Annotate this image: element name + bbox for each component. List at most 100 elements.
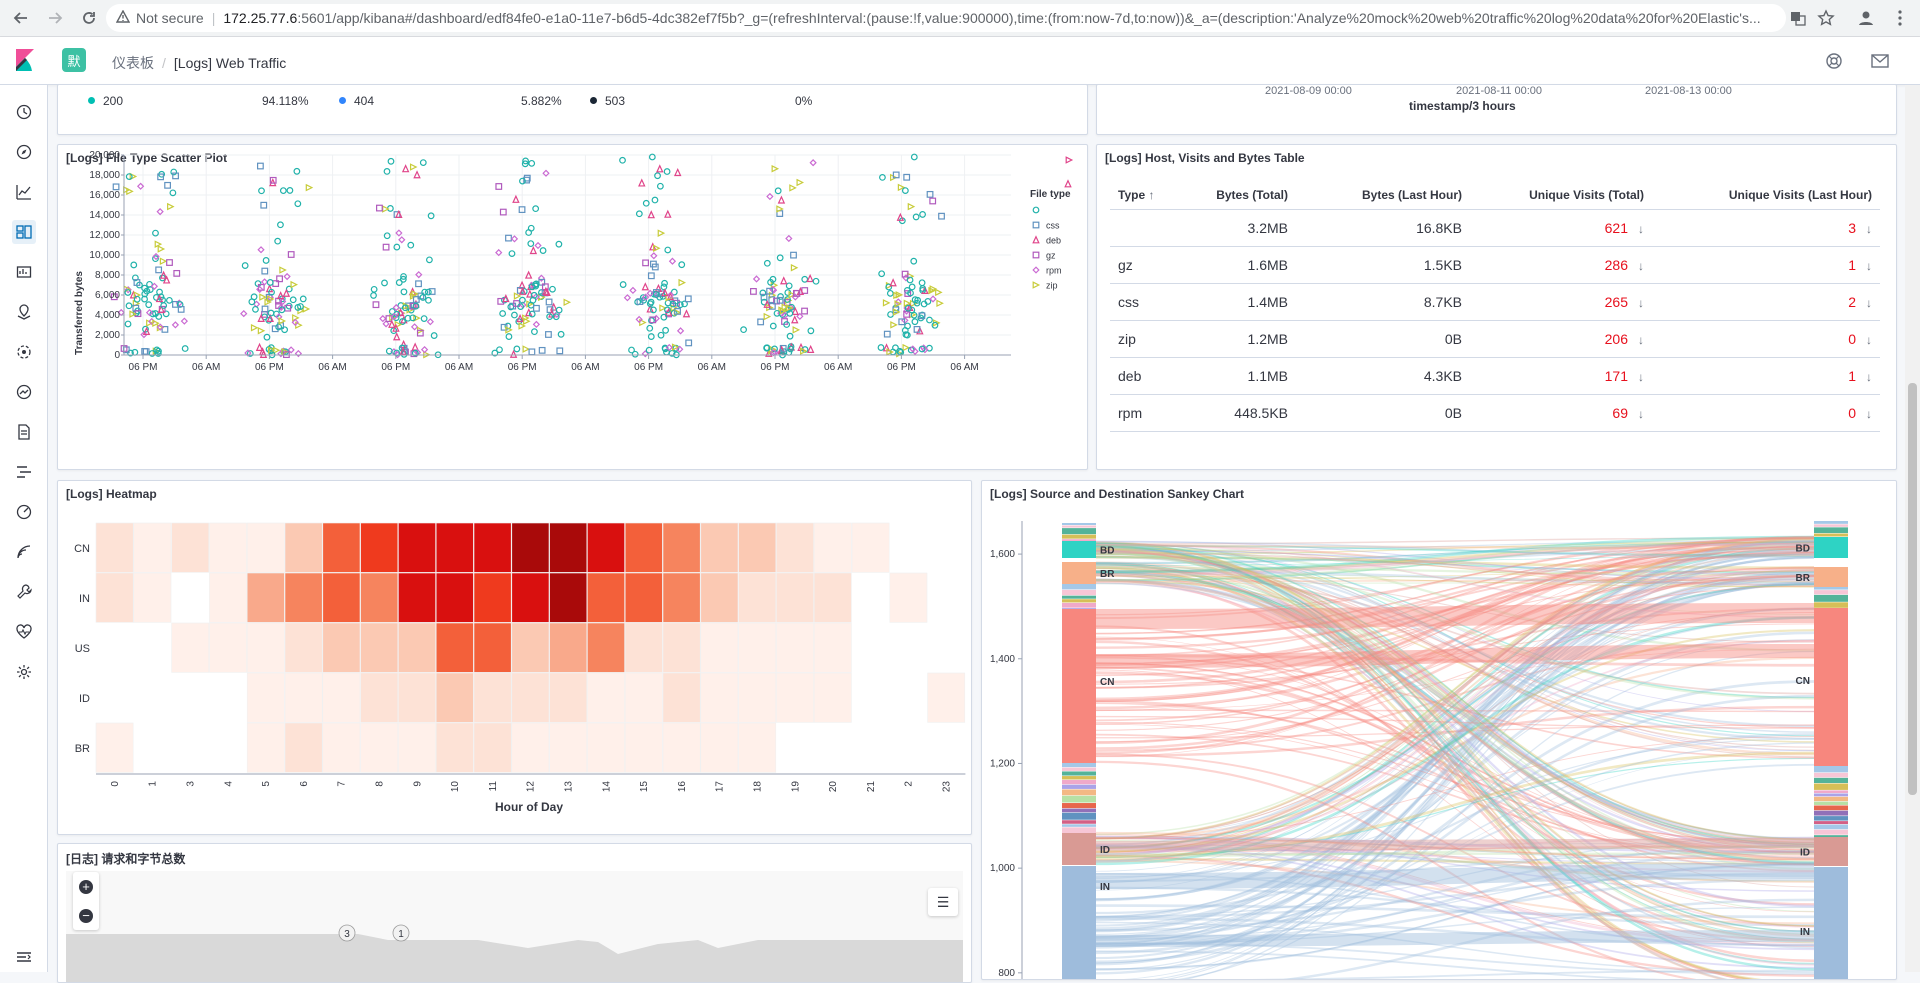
heatmap-cell[interactable]	[625, 623, 662, 672]
ml-icon[interactable]	[12, 340, 36, 364]
heatmap-cell[interactable]	[890, 573, 927, 622]
sankey-node[interactable]	[1062, 796, 1096, 803]
sankey-node[interactable]	[1062, 789, 1096, 795]
heatmap-cell[interactable]	[436, 723, 473, 772]
sort-ascending-icon[interactable]: ↑	[1148, 188, 1154, 202]
sankey-node[interactable]	[1814, 797, 1848, 801]
sankey-node[interactable]	[1062, 608, 1096, 609]
legend-item-503[interactable]: 503	[590, 94, 625, 108]
heatmap-cell[interactable]	[474, 573, 511, 622]
heatmap-cell[interactable]	[209, 623, 246, 672]
heatmap-cell[interactable]	[361, 523, 398, 572]
scatter-chart[interactable]: 02,0004,0006,0008,00010,00012,00014,0001…	[58, 145, 1088, 470]
heatmap-cell[interactable]	[814, 623, 851, 672]
profile-icon[interactable]	[1854, 6, 1878, 30]
sankey-node[interactable]	[1814, 783, 1848, 789]
sankey-node-bd[interactable]	[1814, 537, 1848, 558]
heatmap-cell[interactable]	[436, 523, 473, 572]
heatmap-cell[interactable]	[512, 623, 549, 672]
column-header-visits-hour[interactable]: Unique Visits (Last Hour)	[1652, 182, 1880, 209]
heatmap-cell[interactable]	[172, 523, 209, 572]
column-header-bytes-hour[interactable]: Bytes (Last Hour)	[1296, 182, 1470, 209]
space-avatar[interactable]: 默	[62, 48, 86, 72]
translate-icon[interactable]	[1786, 6, 1810, 30]
legend-label[interactable]: zip	[1046, 281, 1058, 291]
heatmap-cell[interactable]	[587, 673, 624, 722]
heatmap-cell[interactable]	[361, 573, 398, 622]
heatmap-cell[interactable]	[550, 623, 587, 672]
heatmap-cell[interactable]	[474, 723, 511, 772]
heatmap-cell[interactable]	[323, 673, 360, 722]
heatmap-cell[interactable]	[625, 723, 662, 772]
heatmap-cell[interactable]	[474, 623, 511, 672]
heatmap-cell[interactable]	[739, 623, 776, 672]
sankey-node-bd[interactable]	[1062, 541, 1096, 558]
heatmap-cell[interactable]	[814, 673, 851, 722]
heatmap-cell[interactable]	[587, 723, 624, 772]
apm-icon[interactable]	[12, 460, 36, 484]
heatmap-cell[interactable]	[361, 623, 398, 672]
sankey-node-in[interactable]	[1814, 867, 1848, 980]
sankey-link[interactable]	[1096, 613, 1814, 619]
bookmark-star-icon[interactable]	[1814, 6, 1838, 30]
sankey-node[interactable]	[1062, 535, 1096, 539]
sankey-node-cn[interactable]	[1814, 608, 1848, 766]
heatmap-cell[interactable]	[209, 523, 246, 572]
heatmap-cell[interactable]	[323, 723, 360, 772]
sankey-node[interactable]	[1062, 528, 1096, 534]
sankey-node-cn[interactable]	[1062, 609, 1096, 763]
canvas-icon[interactable]	[12, 260, 36, 284]
heatmap-cell[interactable]	[663, 723, 700, 772]
heatmap-cell[interactable]	[436, 573, 473, 622]
sankey-node[interactable]	[1814, 790, 1848, 793]
security-label[interactable]: Not secure	[136, 10, 204, 26]
heatmap-cell[interactable]	[323, 523, 360, 572]
sankey-node[interactable]	[1062, 824, 1096, 827]
heatmap-cell[interactable]	[852, 523, 889, 572]
heatmap-cell[interactable]	[776, 623, 813, 672]
recent-clock-icon[interactable]	[12, 100, 36, 124]
sankey-node[interactable]	[1814, 527, 1848, 533]
heatmap-cell[interactable]	[247, 573, 284, 622]
sankey-node[interactable]	[1062, 803, 1096, 808]
sankey-node[interactable]	[1814, 816, 1848, 821]
heatmap-cell[interactable]	[776, 523, 813, 572]
legend-label[interactable]: deb	[1046, 236, 1061, 246]
browser-menu-icon[interactable]	[1888, 6, 1912, 30]
dashboard-icon[interactable]	[12, 220, 36, 244]
heatmap-cell[interactable]	[285, 723, 322, 772]
sankey-node[interactable]	[1062, 539, 1096, 541]
zoom-in-button[interactable]: +	[73, 872, 99, 901]
sankey-node[interactable]	[1062, 780, 1096, 784]
heatmap-cell[interactable]	[814, 573, 851, 622]
sankey-node[interactable]	[1814, 521, 1848, 524]
monitoring-heart-icon[interactable]	[12, 620, 36, 644]
sankey-node[interactable]	[1062, 813, 1096, 820]
sankey-link[interactable]	[1096, 651, 1814, 661]
sankey-node[interactable]	[1062, 523, 1096, 525]
heatmap-cell[interactable]	[474, 523, 511, 572]
heatmap-cell[interactable]	[587, 573, 624, 622]
heatmap-cell[interactable]	[398, 623, 435, 672]
heatmap-cell[interactable]	[701, 623, 738, 672]
legend-label[interactable]: css	[1046, 221, 1060, 231]
heatmap-cell[interactable]	[512, 723, 549, 772]
sankey-node[interactable]	[1062, 526, 1096, 528]
reload-icon[interactable]	[76, 5, 102, 31]
heatmap-cell[interactable]	[398, 673, 435, 722]
heatmap-cell[interactable]	[550, 523, 587, 572]
sankey-node[interactable]	[1814, 805, 1848, 810]
sankey-node[interactable]	[1814, 587, 1848, 590]
sankey-node[interactable]	[1062, 785, 1096, 789]
sankey-node[interactable]	[1814, 773, 1848, 777]
address-bar[interactable]: Not secure | 172.25.77.6 :5601/app/kiban…	[106, 4, 1786, 32]
discover-compass-icon[interactable]	[12, 140, 36, 164]
heatmap-cell[interactable]	[625, 573, 662, 622]
sankey-link[interactable]	[1096, 843, 1814, 846]
sankey-node[interactable]	[1814, 835, 1848, 837]
heatmap-cell[interactable]	[739, 673, 776, 722]
heatmap-cell[interactable]	[776, 673, 813, 722]
heatmap-cell[interactable]	[663, 523, 700, 572]
forward-icon[interactable]	[42, 5, 68, 31]
